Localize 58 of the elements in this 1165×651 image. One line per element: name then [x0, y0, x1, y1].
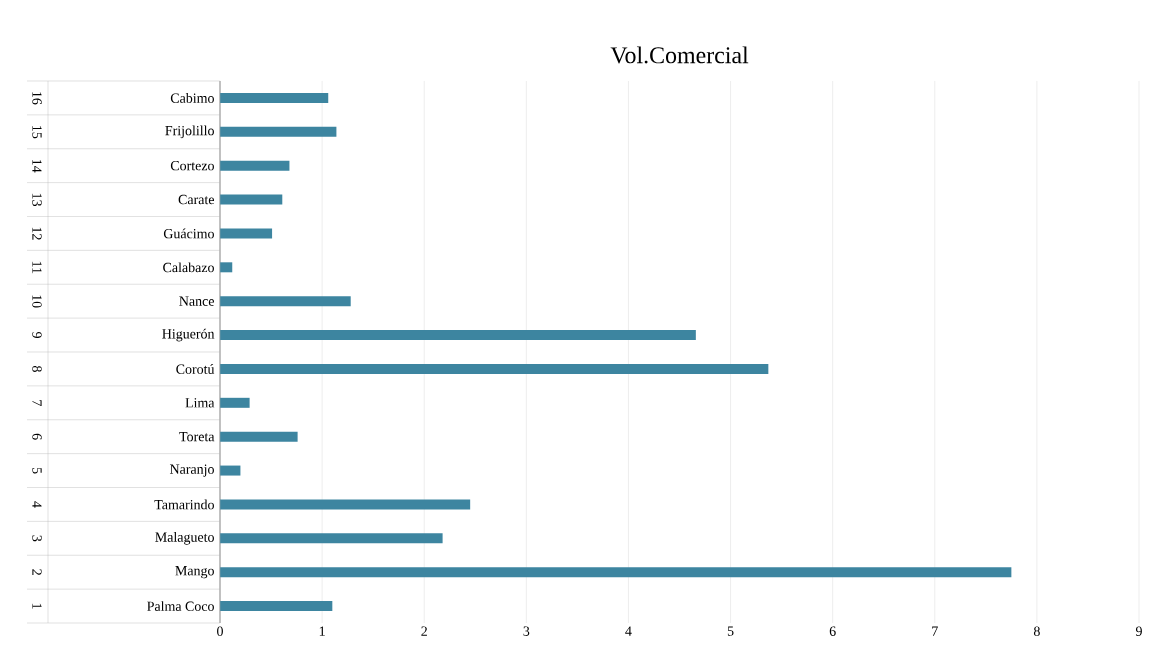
bar — [220, 296, 351, 307]
y-tick-label: Cortezo — [170, 161, 214, 171]
text: 15 — [32, 126, 42, 139]
x-tick-label: 0 — [217, 626, 223, 636]
bar — [220, 567, 1012, 578]
text: 1 — [32, 603, 42, 609]
x-tick-label: 2 — [421, 626, 427, 636]
x-tick-label: 7 — [932, 626, 938, 636]
x-tick-label: 1 — [319, 626, 325, 636]
text: 12 — [32, 227, 42, 240]
text: 6 — [32, 433, 42, 440]
bar — [220, 92, 329, 103]
y-tick-label: Nance — [179, 296, 214, 306]
y-tick-label: Malagueto — [155, 531, 214, 545]
bar — [220, 160, 290, 171]
text: 4 — [32, 501, 42, 508]
y-tick-label: Toreta — [179, 432, 215, 442]
text: 3 — [32, 535, 42, 542]
y-tick-label: Mango — [175, 566, 214, 579]
text: 2 — [32, 569, 42, 575]
text: 8 — [32, 365, 42, 372]
bar — [220, 533, 443, 544]
y-tick-label: Cabimo — [170, 93, 214, 103]
text: 16 — [32, 92, 42, 105]
x-tick-label: 4 — [625, 626, 632, 636]
bar — [220, 465, 241, 476]
bar — [220, 499, 471, 510]
bar — [220, 431, 298, 442]
x-tick-label: 5 — [727, 626, 734, 636]
text: 5 — [32, 467, 42, 474]
y-tick-label: Guácimo — [163, 228, 214, 239]
bar — [220, 194, 283, 205]
bar — [220, 601, 333, 612]
text: 7 — [32, 400, 42, 406]
y-tick-label: Higuerón — [162, 328, 215, 342]
x-tick-label: 8 — [1033, 626, 1040, 636]
y-tick-label: Corotú — [176, 364, 215, 374]
chart-title: Vol.Comercial — [610, 46, 749, 64]
y-tick-label: Frijolillo — [165, 125, 214, 139]
bar — [220, 126, 337, 137]
x-tick-label: 3 — [523, 626, 530, 636]
x-tick-label: 9 — [1135, 626, 1142, 636]
y-tick-label: Tamarindo — [154, 499, 214, 510]
text: 9 — [32, 332, 42, 338]
text: 13 — [32, 193, 42, 206]
bar — [220, 228, 273, 239]
x-tick-label: 6 — [829, 626, 836, 636]
y-tick-label: Palma Coco — [147, 601, 214, 611]
text: 11 — [32, 261, 42, 274]
y-tick-label: Lima — [185, 398, 215, 408]
y-tick-label: Calabazo — [163, 262, 214, 273]
y-tick-label: Carate — [178, 194, 214, 205]
bar — [220, 330, 696, 341]
text: 14 — [32, 159, 42, 173]
bar — [220, 363, 769, 374]
text: 10 — [32, 295, 42, 308]
bar — [220, 397, 250, 408]
y-tick-label: Naranjo — [169, 464, 214, 477]
